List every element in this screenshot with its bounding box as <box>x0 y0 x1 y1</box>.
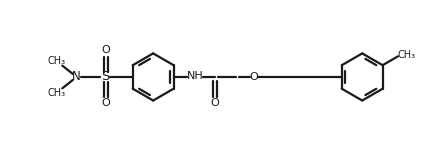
Text: N: N <box>71 70 80 83</box>
Text: CH₃: CH₃ <box>398 50 416 60</box>
Text: NH: NH <box>187 71 203 81</box>
Text: O: O <box>250 72 258 82</box>
Text: CH₃: CH₃ <box>47 56 65 66</box>
Text: O: O <box>210 98 219 108</box>
Text: O: O <box>101 98 110 108</box>
Text: S: S <box>101 70 110 83</box>
Text: O: O <box>101 45 110 56</box>
Text: CH₃: CH₃ <box>47 88 65 98</box>
